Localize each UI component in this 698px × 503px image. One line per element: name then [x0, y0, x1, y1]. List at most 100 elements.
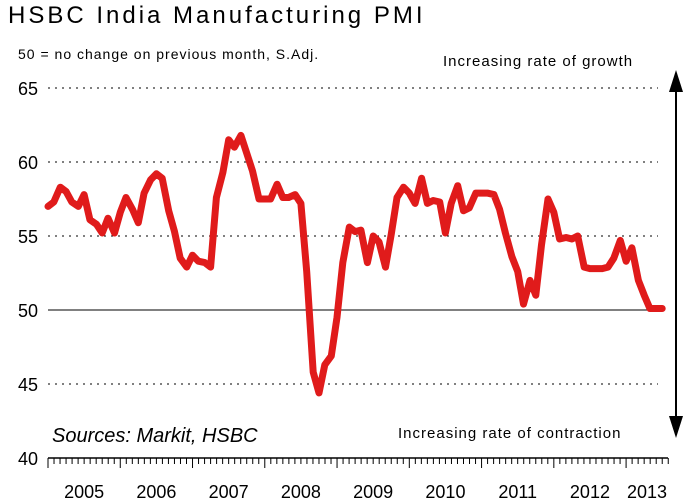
- data-point: [474, 191, 477, 195]
- data-point: [46, 205, 50, 208]
- data-point: [528, 279, 532, 282]
- data-point: [408, 191, 411, 195]
- data-point: [582, 265, 586, 269]
- data-point: [450, 202, 453, 205]
- data-point: [558, 237, 561, 241]
- x-axis: 2005 2006 2007 2008 2009 2010 2011 2012 2013: [47, 457, 669, 502]
- data-point: [179, 257, 182, 260]
- data-point: [245, 151, 248, 155]
- data-point: [281, 196, 285, 199]
- data-point: [444, 231, 447, 235]
- y-tick-label: 50: [18, 301, 38, 321]
- chart-title: HSBC India Manufacturing PMI: [8, 2, 426, 29]
- data-point: [438, 200, 441, 204]
- x-tick-label: 2008: [281, 482, 321, 502]
- data-point: [100, 231, 104, 235]
- data-point: [64, 190, 68, 193]
- data-point: [570, 237, 574, 241]
- data-point: [648, 307, 652, 310]
- data-point: [275, 183, 279, 186]
- vertical-arrow: [669, 70, 683, 438]
- x-tick-label: 2007: [209, 482, 249, 502]
- data-point: [160, 177, 164, 180]
- arrow-up-icon: [669, 70, 683, 92]
- data-point: [106, 217, 110, 220]
- data-point: [522, 302, 525, 306]
- data-point: [88, 218, 92, 221]
- y-axis: 40 45 50 55 60 65: [18, 79, 38, 469]
- data-point: [293, 193, 297, 196]
- grid-lines: [48, 87, 658, 385]
- data-point: [564, 236, 568, 239]
- data-point: [540, 243, 543, 247]
- arrow-down-icon: [669, 416, 683, 438]
- x-tick-label: 2012: [570, 482, 610, 502]
- data-point: [612, 257, 616, 260]
- data-point: [619, 239, 622, 242]
- data-point: [601, 267, 604, 270]
- data-point: [384, 265, 387, 269]
- data-point: [269, 197, 272, 201]
- data-point: [131, 208, 134, 211]
- data-point: [480, 191, 483, 195]
- data-point: [655, 307, 658, 310]
- data-point: [468, 206, 471, 210]
- data-point: [390, 233, 393, 236]
- data-point: [287, 196, 290, 199]
- data-point: [371, 234, 375, 238]
- y-tick-label: 65: [18, 79, 38, 99]
- data-point: [251, 169, 254, 173]
- data-point: [594, 267, 597, 270]
- data-point: [113, 231, 116, 235]
- data-point: [215, 196, 218, 199]
- data-point: [197, 259, 200, 263]
- data-point: [486, 191, 489, 195]
- source-note: Sources: Markit, HSBC: [52, 425, 258, 447]
- data-point: [606, 265, 610, 269]
- data-point: [209, 265, 212, 269]
- pmi-series-line: [44, 131, 666, 397]
- data-point: [492, 193, 496, 196]
- data-point: [203, 261, 207, 264]
- data-point: [70, 200, 74, 204]
- data-point: [142, 191, 146, 195]
- data-point: [227, 138, 230, 141]
- data-point: [426, 202, 429, 205]
- data-point: [510, 255, 514, 258]
- x-tick-label: 2005: [64, 482, 104, 502]
- data-point: [420, 177, 423, 180]
- x-tick-label: 2009: [353, 482, 393, 502]
- contraction-annotation: Increasing rate of contraction: [398, 425, 621, 442]
- data-point: [173, 230, 176, 233]
- data-point: [630, 246, 634, 250]
- data-point: [576, 234, 579, 238]
- data-point: [534, 294, 537, 297]
- data-point: [137, 221, 140, 224]
- data-point: [191, 254, 194, 257]
- x-tick-label: 2010: [425, 482, 465, 502]
- data-point: [335, 316, 339, 319]
- data-point: [359, 228, 363, 232]
- chart-subtitle: 50 = no change on previous month, S.Adj.: [18, 46, 320, 62]
- data-point: [221, 171, 225, 174]
- growth-annotation: Increasing rate of growth: [443, 53, 633, 70]
- data-point: [233, 146, 236, 149]
- data-point: [588, 267, 592, 270]
- x-tick-label: 2013: [627, 482, 667, 502]
- data-point: [661, 307, 664, 310]
- data-point: [353, 230, 357, 233]
- data-point: [59, 185, 62, 189]
- data-point: [52, 200, 55, 204]
- data-point: [642, 294, 646, 297]
- data-point: [124, 196, 128, 199]
- data-point: [624, 259, 628, 263]
- data-point: [299, 202, 303, 205]
- data-point: [341, 261, 345, 264]
- data-point: [167, 209, 170, 213]
- data-point: [431, 199, 435, 202]
- data-point: [119, 211, 122, 214]
- series-layer: [44, 131, 666, 397]
- data-point: [552, 211, 556, 214]
- data-point: [155, 172, 158, 176]
